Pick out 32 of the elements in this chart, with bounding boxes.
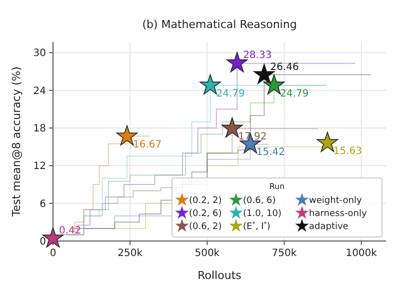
legend-label: weight-only [309,196,362,206]
chart-title: (b) Mathematical Reasoning [142,18,297,31]
y-axis-title: Test mean@8 accuracy (%) [10,66,23,218]
x-tick-label: 1000k [346,248,378,259]
y-tick-label: 12 [33,161,46,172]
data-label: 24.79 [280,88,309,100]
y-tick-label: 24 [33,86,46,97]
data-label: 24.79 [216,88,245,100]
legend-label: (0.6, 6) [243,196,276,206]
legend-label: (1.0, 10) [243,209,282,220]
x-axis-title: Rollouts [198,269,242,282]
legend-label: adaptive [309,222,349,232]
data-label: 26.46 [270,62,299,73]
y-tick-label: 0 [40,236,46,248]
legend-label: (E$^{*}$, I$^{*}$) [243,220,270,232]
legend-label: (0.6, 2) [189,222,222,232]
legend-title: Run [269,182,285,191]
x-tick-label: 0 [50,248,56,259]
x-tick-label: 500k [194,248,220,259]
y-tick-label: 18 [33,124,46,135]
legend-label: (0.2, 6) [189,209,222,220]
data-label: 15.42 [256,147,285,158]
data-label: 28.33 [243,50,272,62]
y-tick-label: 30 [33,48,46,60]
x-tick-label: 250k [118,248,143,259]
y-tick-label: 6 [40,198,46,210]
legend-label: harness-only [309,209,368,220]
data-label: 15.63 [333,146,362,157]
x-tick-label: 750k [272,248,297,259]
data-label: 0.42 [59,225,82,236]
data-label: 16.67 [133,139,162,150]
legend-label: (0.2, 2) [189,196,222,206]
